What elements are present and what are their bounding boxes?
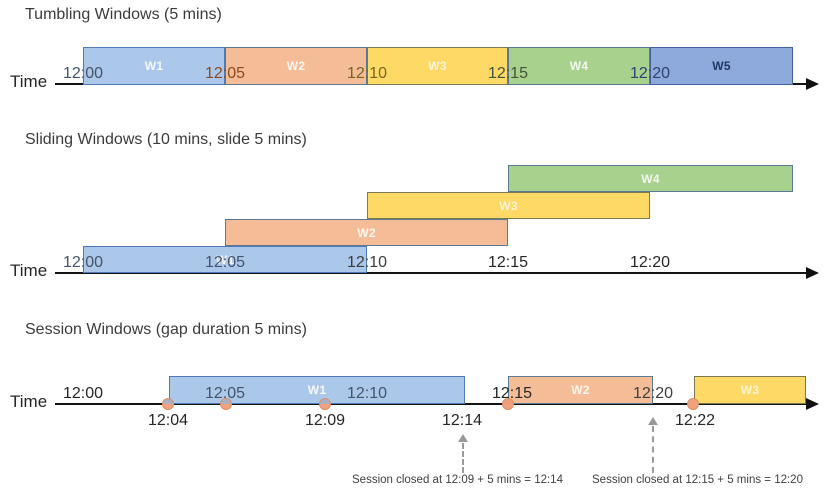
window-bar-label: W1 [144, 59, 164, 73]
tick-label-12-00: 12:00 [62, 254, 104, 271]
event-time-label-12-22: 12:22 [674, 412, 716, 429]
window-bar-w2: W2 [225, 47, 367, 85]
tick-label-12-15: 12:15 [487, 65, 529, 82]
section-title-tumbling: Tumbling Windows (5 mins) [25, 6, 222, 23]
dashed-arrow [652, 426, 654, 473]
window-bar-label: W4 [569, 59, 589, 73]
window-bar-w1: W1 [169, 376, 465, 404]
timeline-arrowhead [806, 267, 819, 279]
dashed-arrow-head [458, 434, 468, 442]
section-title-sliding: Sliding Windows (10 mins, slide 5 mins) [25, 131, 307, 148]
window-bar-label: W3 [428, 59, 447, 73]
event-dot-12-06 [220, 398, 232, 410]
section-title-session: Session Windows (gap duration 5 mins) [25, 321, 307, 338]
event-dot-12-15 [502, 398, 514, 410]
tick-label-12-15: 12:15 [487, 254, 529, 271]
window-bar-label: W4 [641, 171, 660, 186]
tick-label-12-10: 12:10 [346, 254, 388, 271]
timeline-arrowhead [806, 78, 819, 90]
tick-label-12-05: 12:05 [204, 254, 246, 271]
tick-label-12-10: 12:10 [346, 65, 388, 82]
tick-label-12-20: 12:20 [629, 254, 671, 271]
time-axis-label: Time [10, 261, 48, 280]
dashed-arrow-head [648, 417, 658, 425]
window-bar-w4: W4 [508, 165, 793, 192]
tick-label-12-05: 12:05 [204, 385, 246, 402]
timeline-arrowhead [806, 398, 819, 410]
window-bar-w2: W2 [225, 219, 508, 246]
window-bar-label: W2 [286, 59, 306, 73]
window-bar-w2: W2 [508, 376, 653, 404]
window-bar-label: W1 [215, 252, 235, 267]
window-bar-w1: W1 [83, 47, 225, 85]
tick-label-12-20: 12:20 [632, 385, 674, 402]
timeline [55, 272, 806, 274]
session-closed-annotation: Session closed at 12:15 + 5 mins = 12:20 [592, 474, 803, 486]
event-time-label-12-09: 12:09 [304, 412, 346, 429]
tick-label-12-20: 12:20 [629, 65, 671, 82]
dashed-arrow [462, 443, 464, 473]
window-bar-label: W3 [499, 198, 518, 213]
tick-label-12-00: 12:00 [62, 65, 104, 82]
event-time-label-12-14: 12:14 [441, 412, 483, 429]
window-bar-label: W2 [571, 383, 590, 397]
event-dot-12-22 [687, 398, 699, 410]
window-bar-w3: W3 [694, 376, 806, 404]
event-dot-12-04 [162, 398, 174, 410]
window-bar-w1: W1 [83, 246, 367, 273]
event-dot-12-09 [319, 398, 331, 410]
window-bar-w3: W3 [367, 192, 650, 219]
window-bar-label: W3 [740, 383, 760, 397]
session-closed-annotation: Session closed at 12:09 + 5 mins = 12:14 [352, 474, 563, 486]
window-bar-label: W2 [357, 225, 376, 240]
window-bar-w5: W5 [650, 47, 793, 85]
tick-label-12-00: 12:00 [62, 385, 104, 402]
tick-label-12-15: 12:15 [491, 385, 533, 402]
time-axis-label: Time [10, 72, 48, 91]
window-bar-label: W5 [712, 59, 731, 73]
tick-label-12-05: 12:05 [204, 65, 246, 82]
event-time-label-12-04: 12:04 [147, 412, 189, 429]
tick-label-12-10: 12:10 [346, 385, 388, 402]
window-bar-w4: W4 [508, 47, 650, 85]
time-axis-label: Time [10, 392, 48, 411]
timeline [55, 403, 806, 405]
window-bar-w3: W3 [367, 47, 508, 85]
window-bar-label: W1 [307, 383, 327, 397]
